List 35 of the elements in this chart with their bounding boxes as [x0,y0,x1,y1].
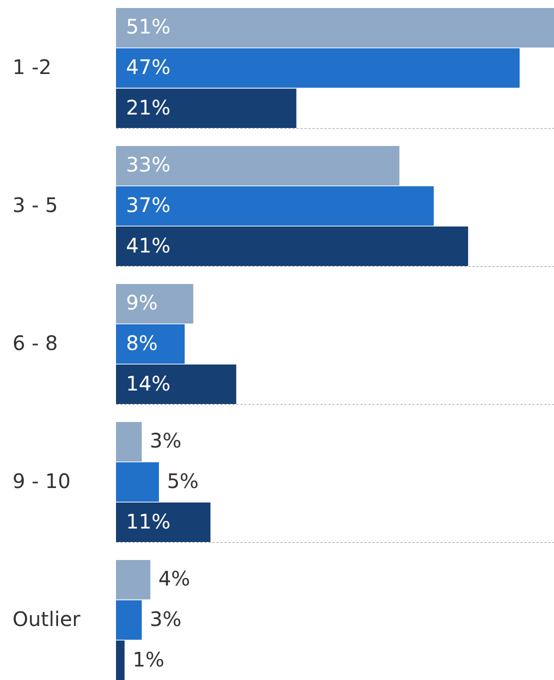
bar [116,186,434,226]
data-label: 3% [150,428,182,453]
data-label: 4% [158,566,190,591]
data-label: 21% [126,95,170,120]
data-label: 41% [126,233,170,258]
bar [116,324,185,364]
data-label: 3% [150,606,182,631]
data-label: 14% [126,371,170,396]
bar [116,284,194,324]
data-label: 1% [132,647,164,672]
data-label: 11% [126,509,170,534]
data-label: 33% [126,152,170,177]
bar [116,48,520,88]
bar [116,8,554,48]
bar [116,600,142,640]
bar [116,364,236,404]
bar [116,462,159,502]
y-tick-label: Outlier [12,606,82,631]
data-label: 47% [126,55,170,80]
bar [116,640,125,680]
data-label: 8% [126,331,158,355]
data-label: 51% [126,14,170,39]
bar [116,560,150,600]
bar [116,502,210,542]
data-label: 9% [126,290,158,315]
bar [116,226,468,266]
data-label: 37% [126,193,170,218]
y-tick-label: 6 - 8 [12,331,58,355]
bar [116,88,296,128]
y-tick-label: 1 -2 [12,55,52,80]
data-label: 5% [166,468,199,493]
bar [116,146,400,186]
y-tick-label: 9 - 10 [12,468,71,493]
y-tick-label: 3 - 5 [12,193,58,218]
bar [116,422,142,462]
